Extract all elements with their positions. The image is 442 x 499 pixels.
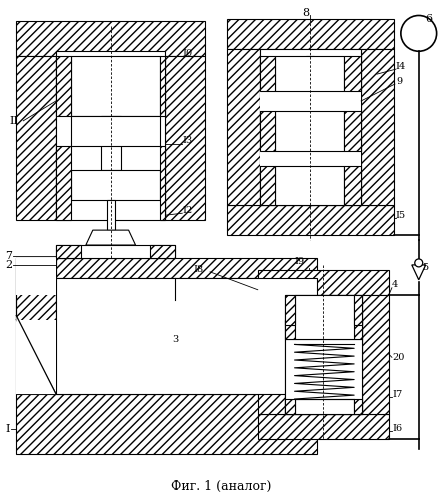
Bar — [258, 414, 389, 439]
Bar — [285, 295, 362, 414]
Text: I2: I2 — [182, 206, 193, 215]
Bar — [56, 258, 317, 278]
Bar — [361, 49, 394, 205]
Bar — [56, 56, 71, 116]
Bar — [285, 319, 362, 339]
Bar — [354, 399, 362, 414]
Polygon shape — [412, 265, 426, 280]
Bar — [260, 49, 361, 205]
Bar — [150, 245, 175, 258]
Text: 9: 9 — [396, 76, 402, 85]
Bar — [285, 319, 294, 339]
Text: I: I — [5, 424, 10, 434]
Bar — [294, 295, 354, 324]
Text: I3: I3 — [182, 136, 193, 145]
Bar — [165, 56, 205, 220]
Polygon shape — [16, 315, 56, 394]
Bar — [227, 49, 260, 205]
Bar — [260, 91, 361, 111]
Bar — [362, 295, 389, 414]
Bar — [274, 166, 344, 205]
Bar — [274, 56, 344, 91]
Bar — [160, 146, 165, 220]
Bar — [274, 111, 344, 151]
Bar — [16, 56, 56, 220]
Bar — [306, 56, 314, 205]
Text: I9: I9 — [294, 257, 305, 266]
Text: I6: I6 — [392, 424, 402, 433]
Text: I8: I8 — [193, 265, 203, 274]
Bar — [107, 200, 114, 230]
Text: 4: 4 — [392, 280, 398, 289]
Circle shape — [415, 259, 423, 267]
Bar — [71, 171, 160, 200]
Bar — [227, 19, 394, 49]
Bar — [56, 51, 165, 220]
Bar — [56, 278, 317, 394]
Bar — [285, 339, 362, 414]
Bar — [16, 394, 317, 454]
Bar — [285, 399, 294, 414]
Text: I4: I4 — [396, 62, 406, 71]
Text: 3: 3 — [172, 335, 179, 344]
Text: 7: 7 — [5, 251, 12, 261]
Bar — [101, 116, 121, 171]
Bar — [16, 258, 56, 295]
Bar — [294, 399, 354, 414]
Text: I7: I7 — [392, 390, 402, 399]
Bar — [258, 270, 389, 295]
Bar — [354, 295, 362, 324]
Bar — [344, 56, 361, 91]
Text: 6: 6 — [426, 14, 433, 24]
Bar — [56, 146, 71, 220]
Bar — [260, 56, 274, 91]
Bar — [71, 56, 160, 116]
Bar — [354, 319, 362, 339]
Bar — [285, 295, 294, 324]
Text: 5: 5 — [422, 263, 428, 272]
Bar — [260, 166, 274, 205]
Bar — [260, 111, 274, 151]
Bar — [56, 245, 175, 258]
Bar — [344, 166, 361, 205]
Bar — [260, 151, 361, 166]
Text: 8: 8 — [302, 8, 309, 18]
Circle shape — [401, 15, 437, 51]
Bar — [258, 295, 285, 414]
Bar — [160, 56, 165, 116]
Text: 20: 20 — [392, 353, 404, 362]
Polygon shape — [16, 319, 56, 394]
Bar — [71, 116, 160, 146]
Text: 2: 2 — [5, 260, 12, 270]
Bar — [16, 258, 56, 394]
Bar — [344, 111, 361, 151]
Polygon shape — [86, 230, 136, 245]
Bar — [56, 245, 81, 258]
Text: I5: I5 — [396, 211, 406, 220]
Bar — [227, 205, 394, 235]
Text: II: II — [9, 116, 18, 126]
Bar — [294, 295, 354, 339]
Bar — [16, 21, 205, 56]
Text: I0: I0 — [182, 49, 192, 58]
Text: Фиг. 1 (аналог): Фиг. 1 (аналог) — [171, 480, 271, 493]
